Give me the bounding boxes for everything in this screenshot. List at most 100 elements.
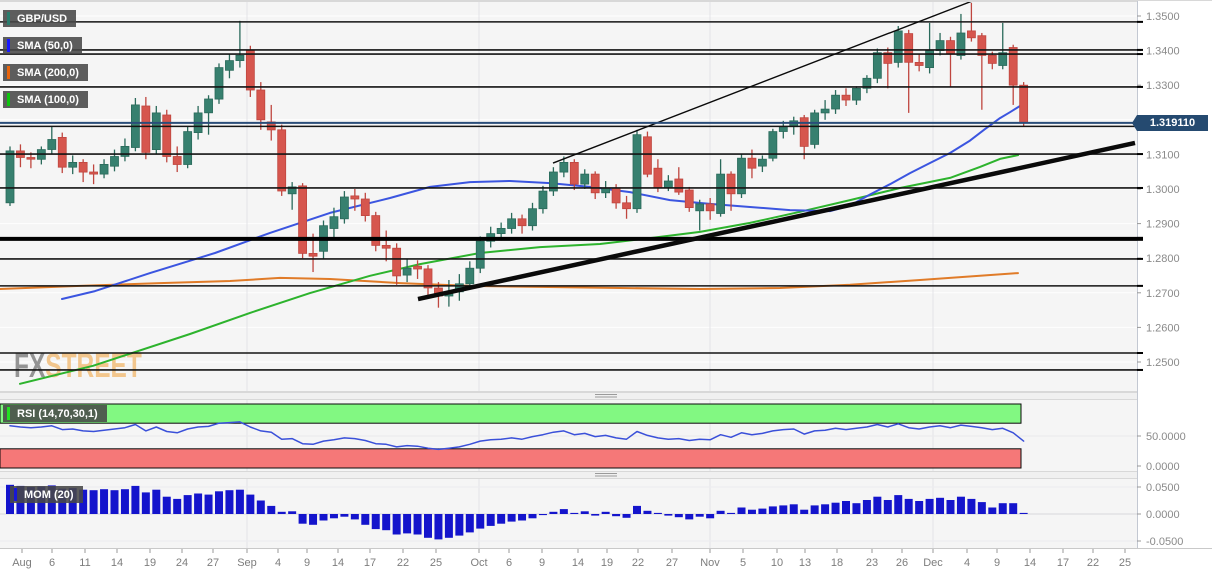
price-axis-label: 1.2500	[1146, 357, 1180, 369]
candle	[402, 259, 412, 283]
rsi-chart-canvas[interactable]	[0, 400, 1137, 471]
candle	[392, 243, 402, 285]
price-axis-label: 0.0500	[1146, 482, 1180, 494]
legend-mom[interactable]: MOM (20)	[10, 486, 83, 503]
momentum-panel[interactable]: MOM (20)	[0, 479, 1137, 548]
candle	[298, 183, 308, 259]
price-panel[interactable]: FXSTREET GBP/USD SMA (50,0) SMA (200,0) …	[0, 1, 1137, 392]
trendline	[417, 140, 1136, 302]
overbought-zone	[0, 403, 1022, 424]
x-axis-label: 18	[831, 557, 843, 569]
candle	[26, 152, 36, 169]
x-axis-label: 4	[275, 557, 281, 569]
candle	[528, 202, 537, 231]
candle	[810, 109, 820, 149]
x-axis-label: 17	[1057, 557, 1069, 569]
price-axis-label: 1.2900	[1146, 219, 1180, 231]
legend-rsi[interactable]: RSI (14,70,30,1)	[3, 405, 107, 422]
x-axis-label: 14	[1024, 557, 1036, 569]
x-axis-label: Aug	[12, 557, 32, 569]
candle	[559, 156, 569, 178]
candle	[820, 100, 830, 120]
candle	[329, 207, 339, 239]
candle	[622, 195, 631, 219]
mom-color-icon	[14, 488, 17, 501]
x-axis-label: 5	[740, 557, 746, 569]
symbol-color-icon	[7, 12, 10, 25]
x-axis-label: Sep	[237, 557, 257, 569]
drag-grip-icon[interactable]	[595, 394, 617, 399]
candle	[737, 154, 746, 198]
mom-label: MOM (20)	[24, 488, 74, 501]
legend-sma50[interactable]: SMA (50,0)	[3, 37, 82, 54]
candle	[580, 169, 590, 189]
x-axis-label: 6	[506, 557, 512, 569]
candle	[726, 171, 736, 211]
candle	[89, 164, 98, 185]
x-axis-label: 14	[111, 557, 123, 569]
legend-symbol[interactable]: GBP/USD	[3, 10, 77, 27]
rsi-line	[9, 421, 1025, 451]
candle	[914, 54, 924, 72]
sma50-color-icon	[7, 39, 10, 52]
legend-sma200[interactable]: SMA (200,0)	[3, 64, 88, 81]
candle	[684, 186, 694, 212]
candle	[277, 124, 287, 196]
x-axis-label: 17	[364, 557, 376, 569]
price-axis-label: 1.3100	[1146, 149, 1180, 161]
candle	[120, 138, 130, 162]
sma50-label: SMA (50,0)	[17, 39, 73, 52]
momentum-chart-canvas[interactable]	[0, 479, 1137, 548]
price-axis-label: 1.2600	[1146, 322, 1180, 334]
candle	[475, 236, 485, 274]
x-axis-label: 24	[176, 557, 188, 569]
x-axis-label: 25	[1119, 557, 1131, 569]
x-axis-label: 22	[632, 557, 644, 569]
price-arrow-icon	[1132, 115, 1137, 131]
time-axis[interactable]: Aug 6 11 14 19 24 27 Sep 4 9 14 17 22 25 Oct 6 9 14 19 22 27…	[0, 548, 1212, 574]
candle	[705, 197, 715, 220]
candle	[423, 265, 433, 298]
candle	[172, 146, 182, 173]
candle	[852, 86, 861, 105]
sma100-color-icon	[7, 93, 10, 106]
price-axis-label: 1.3500	[1146, 11, 1180, 23]
candle	[110, 149, 119, 172]
candle	[977, 32, 987, 110]
x-axis-label: 22	[397, 557, 409, 569]
rsi-color-icon	[7, 407, 10, 420]
candle	[214, 63, 224, 104]
trendline	[552, 1, 973, 164]
candle	[632, 129, 642, 213]
candle	[517, 214, 527, 234]
x-axis-label: 19	[601, 557, 613, 569]
candle	[507, 212, 517, 234]
candle	[381, 230, 391, 262]
candle	[862, 75, 872, 94]
x-axis-label: 23	[866, 557, 878, 569]
candle	[674, 167, 684, 195]
x-axis-label: 4	[964, 557, 970, 569]
legend-sma100[interactable]: SMA (100,0)	[3, 91, 88, 108]
candle	[183, 126, 193, 169]
drag-grip-icon[interactable]	[595, 473, 617, 478]
time-axis-canvas[interactable]: Aug 6 11 14 19 24 27 Sep 4 9 14 17 22 25 Oct 6 9 14 19 22 27…	[0, 548, 1212, 574]
x-axis-label: Oct	[470, 557, 487, 569]
candle	[99, 159, 109, 179]
x-axis-label: 25	[430, 557, 442, 569]
candle	[371, 211, 381, 252]
candle	[360, 192, 370, 222]
candle	[78, 159, 88, 183]
sma200-color-icon	[7, 66, 10, 79]
panel-resize-handle-2[interactable]	[0, 471, 1212, 479]
candle	[130, 98, 140, 152]
price-chart-canvas[interactable]: FXSTREET	[0, 1, 1137, 392]
x-axis-label: 9	[994, 557, 1000, 569]
rsi-panel[interactable]: RSI (14,70,30,1)	[0, 400, 1137, 471]
price-axis-label: 1.2800	[1146, 253, 1180, 265]
candle	[904, 29, 914, 113]
candle	[339, 191, 349, 224]
price-axis-label: -0.0500	[1146, 536, 1183, 548]
panel-resize-handle-1[interactable]	[0, 392, 1212, 400]
